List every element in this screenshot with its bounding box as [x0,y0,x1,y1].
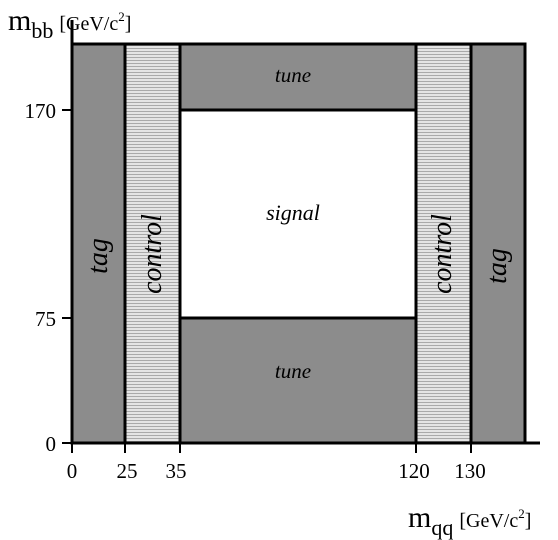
x-tick-label-0: 0 [67,459,78,483]
x-axis-title: mqq [GeV/c2] [408,501,531,540]
y-tick-label-75: 75 [35,307,56,331]
signal-region [178,108,418,320]
y-tick-label-0: 0 [46,432,57,456]
control-left-label: control [137,214,168,294]
x-tick-label-130: 130 [454,459,486,483]
tag-right-region [469,42,527,445]
tune-top-label: tune [275,63,311,87]
control-right-region [414,42,473,445]
x-tick-label-120: 120 [398,459,430,483]
tag-left-label: tag [83,238,114,274]
tune-bottom-label: tune [275,359,311,383]
x-tick-label-35: 35 [166,459,187,483]
control-left-region [123,42,182,445]
y-axis-title: mbb [GeV/c2] [8,4,131,43]
control-right-label: control [427,214,458,294]
tag-right-label: tag [482,248,513,284]
y-tick-label-170: 170 [25,99,57,123]
signal-label: signal [266,200,320,225]
x-tick-label-25: 25 [117,459,138,483]
